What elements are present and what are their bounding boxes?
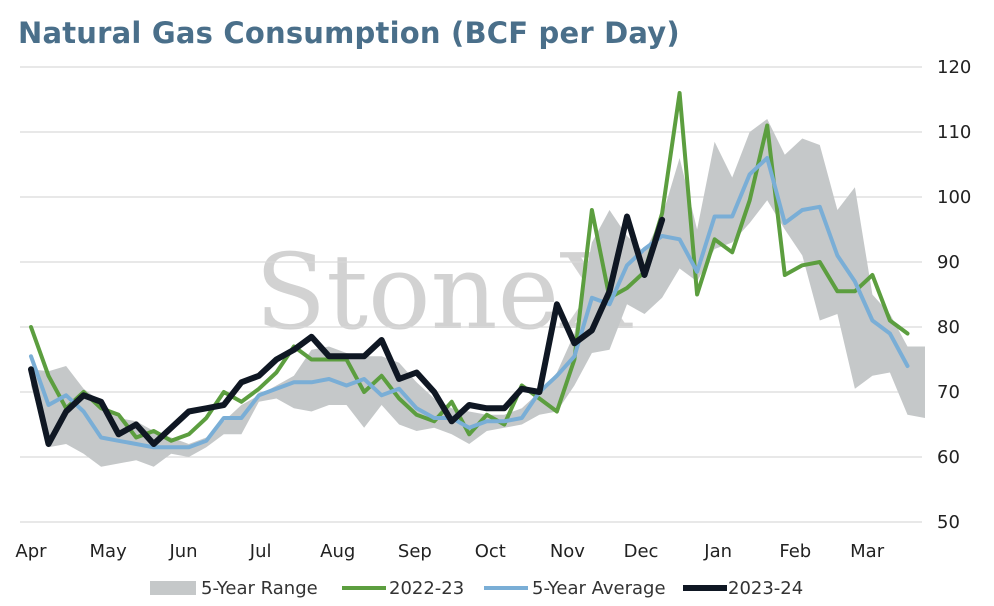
legend: 5-Year Range 2022-23 5-Year Average 2023-24	[150, 578, 803, 599]
x-tick-label: Nov	[550, 541, 585, 562]
series-layer	[28, 91, 910, 450]
legend-swatch-range	[150, 581, 196, 595]
chart-title: Natural Gas Consumption (BCF per Day)	[18, 16, 680, 50]
x-tick-label: Apr	[15, 541, 47, 562]
x-tick-label: Mar	[850, 541, 885, 562]
series-line-1	[29, 156, 910, 450]
y-tick-label: 60	[937, 447, 960, 468]
y-axis-ticks: 50 60 70 80 90 100 110 120	[937, 57, 971, 533]
x-tick-label: Jul	[249, 541, 272, 562]
x-tick-label: Jan	[703, 541, 732, 562]
y-tick-label: 50	[937, 512, 960, 533]
x-tick-label: Aug	[320, 541, 355, 562]
legend-label-series-1: 5-Year Average	[532, 578, 666, 599]
series-line-2	[28, 213, 666, 447]
legend-label-series-2: 2023-24	[728, 578, 803, 599]
x-tick-label: Jun	[168, 541, 197, 562]
y-tick-label: 90	[937, 252, 960, 273]
x-tick-label: Dec	[624, 541, 659, 562]
legend-label-range: 5-Year Range	[201, 578, 318, 599]
x-tick-label: Sep	[398, 541, 432, 562]
x-tick-label: May	[90, 541, 128, 562]
y-tick-label: 120	[937, 57, 971, 78]
x-axis-ticks: Apr May Jun Jul Aug Sep Oct Nov Dec Jan Feb Mar	[15, 541, 884, 562]
y-tick-label: 110	[937, 122, 971, 143]
y-tick-label: 70	[937, 382, 960, 403]
x-tick-label: Oct	[475, 541, 506, 562]
y-tick-label: 100	[937, 187, 971, 208]
x-tick-label: Feb	[779, 541, 811, 562]
y-tick-label: 80	[937, 317, 960, 338]
legend-label-series-0: 2022-23	[389, 578, 464, 599]
series-line-0	[29, 91, 910, 443]
